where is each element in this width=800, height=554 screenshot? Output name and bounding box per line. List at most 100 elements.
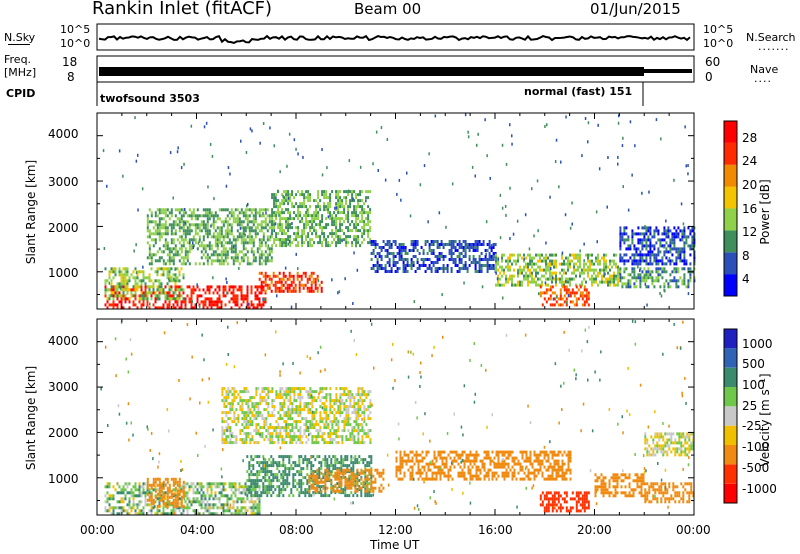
power-cell — [286, 286, 289, 290]
power-cell — [448, 243, 451, 246]
power-cell — [178, 229, 181, 233]
power-cell — [212, 232, 215, 236]
vel-cell — [178, 477, 181, 481]
power-cell — [551, 285, 554, 289]
vel-cell — [224, 503, 227, 507]
power-cell — [434, 267, 437, 270]
vel-cell — [351, 411, 354, 415]
vel-cell — [235, 417, 238, 421]
vel-cell — [287, 411, 290, 415]
vel-cell — [240, 497, 243, 501]
power-cell — [315, 214, 318, 218]
power-cell — [178, 220, 181, 224]
power-cell — [298, 274, 301, 278]
power-cell — [665, 250, 668, 254]
power-cell — [128, 306, 131, 310]
vel-cell — [256, 506, 259, 510]
power-cell — [683, 241, 686, 245]
vel-cell — [257, 402, 260, 406]
power-cell — [577, 253, 579, 257]
power-cell — [422, 258, 425, 261]
vel-cell — [269, 435, 272, 439]
power-noise-cell — [135, 243, 137, 247]
power-cell — [609, 277, 611, 281]
vel-cell — [325, 441, 328, 445]
power-cell — [333, 223, 336, 227]
power-cell — [208, 300, 211, 304]
vel-cell — [112, 497, 115, 501]
vel-cell — [264, 491, 267, 495]
power-cell — [164, 267, 167, 271]
power-cell — [220, 241, 223, 245]
power-cell — [609, 280, 611, 284]
power-cell — [216, 303, 219, 307]
power-noise-cell — [509, 123, 511, 127]
power-noise-cell — [344, 277, 346, 281]
power-cell — [464, 264, 467, 267]
power-cell — [523, 274, 525, 278]
power-cell — [301, 244, 304, 248]
power-cell — [293, 205, 296, 209]
power-cell — [316, 286, 319, 290]
power-cell — [361, 190, 364, 194]
power-cell — [462, 249, 465, 252]
vel-cell — [351, 405, 354, 409]
power-cell — [410, 267, 413, 270]
power-noise-cell — [359, 165, 362, 169]
vel-cell — [239, 405, 242, 409]
vel-cell — [237, 417, 240, 421]
vel-cell — [256, 512, 259, 516]
vel-cell — [292, 476, 295, 480]
vel-cell — [148, 488, 151, 492]
vel-cell — [279, 405, 282, 409]
vel-cell — [250, 491, 253, 495]
power-cell — [184, 253, 187, 257]
vel-cell — [347, 393, 350, 397]
power-cell — [230, 285, 233, 289]
power-noise-cell — [365, 199, 367, 203]
vel-cell — [267, 396, 270, 400]
power-cell — [531, 271, 533, 275]
power-cell — [521, 283, 523, 287]
power-cell — [553, 271, 555, 275]
power-cell — [202, 214, 205, 218]
vel-cell — [244, 506, 247, 510]
vel-cell — [301, 441, 304, 445]
power-cell — [307, 193, 310, 197]
power-cell — [655, 270, 658, 274]
power-cell — [240, 250, 243, 254]
vel-cell — [164, 512, 167, 516]
power-cell — [597, 274, 599, 278]
vel-cell — [280, 455, 283, 459]
power-cell — [369, 238, 372, 242]
power-noise-cell — [552, 297, 555, 301]
power-cell — [507, 262, 509, 266]
vel-cell — [305, 429, 308, 433]
vel-cell — [172, 480, 175, 484]
vel-cell — [172, 483, 175, 487]
power-cell — [478, 270, 481, 273]
power-cell — [114, 270, 117, 274]
vel-cell — [277, 435, 280, 439]
power-noise-cell — [660, 137, 662, 141]
power-cell — [309, 193, 312, 197]
power-cell — [593, 280, 595, 284]
vel-cell — [293, 396, 296, 400]
power-cell — [398, 243, 401, 246]
vel-cell — [172, 498, 175, 502]
power-cell — [637, 253, 640, 257]
power-cell — [639, 250, 642, 254]
vel-cell — [286, 476, 289, 480]
power-cell — [216, 226, 219, 230]
power-cell — [212, 250, 215, 254]
vel-cell — [347, 420, 350, 424]
power-cell — [418, 264, 421, 267]
power-cell — [452, 258, 455, 261]
power-cell — [285, 196, 288, 200]
vel-cell — [367, 435, 370, 439]
power-cell — [436, 246, 439, 249]
power-noise-cell — [419, 183, 422, 187]
vel-cell — [363, 420, 366, 424]
vel-cell — [287, 390, 290, 394]
vel-cell — [299, 405, 302, 409]
